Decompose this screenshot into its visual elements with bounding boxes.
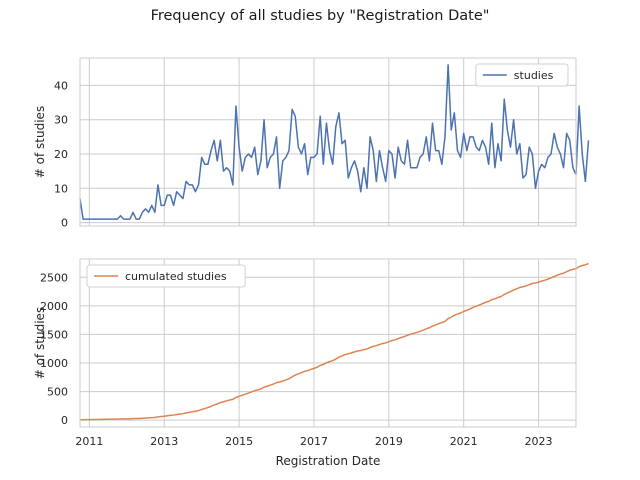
y-axis-label: # of studies bbox=[33, 106, 47, 178]
legend-box bbox=[475, 63, 569, 87]
legend-box bbox=[86, 264, 246, 288]
x-tick-label: 2023 bbox=[525, 435, 553, 448]
series-line-cumulated-studies bbox=[79, 262, 589, 421]
y-tick-label: 0 bbox=[61, 217, 68, 230]
y-tick-label: 0 bbox=[61, 414, 68, 427]
x-tick-label: 2015 bbox=[225, 435, 253, 448]
y-axis-label: # of studies bbox=[33, 307, 47, 379]
y-tick-label: 10 bbox=[54, 182, 68, 195]
plot-frame bbox=[79, 258, 577, 428]
legend: cumulated studies bbox=[86, 264, 246, 288]
y-tick-label: 20 bbox=[54, 148, 68, 161]
x-tick-label: 2021 bbox=[450, 435, 478, 448]
x-tick-label: 2013 bbox=[150, 435, 178, 448]
y-tick-label: 2000 bbox=[40, 300, 68, 313]
x-tick-label: 2017 bbox=[300, 435, 328, 448]
y-tick-label: 40 bbox=[54, 79, 68, 92]
panel-studies: 0 10 20 30 40 # of studies studies bbox=[33, 57, 590, 230]
legend: studies bbox=[475, 63, 569, 87]
y-tick-label: 1000 bbox=[40, 357, 68, 370]
figure-title: Frequency of all studies by "Registratio… bbox=[150, 8, 490, 24]
x-tick-label: 2011 bbox=[75, 435, 103, 448]
x-axis-label: Registration Date bbox=[276, 454, 381, 468]
legend-label: studies bbox=[514, 69, 554, 82]
x-tick-label: 2019 bbox=[375, 435, 403, 448]
y-tick-label: 2500 bbox=[40, 271, 68, 284]
y-tick-label: 1500 bbox=[40, 328, 68, 341]
plot-frame bbox=[79, 57, 577, 227]
y-tick-label: 30 bbox=[54, 114, 68, 127]
y-tick-label: 500 bbox=[47, 386, 68, 399]
panel-cumulated: 0 500 1000 1500 2000 2500 2011 2013 2015 2017 2019… bbox=[33, 258, 589, 448]
legend-label: cumulated studies bbox=[125, 270, 227, 283]
series-line-studies bbox=[79, 64, 590, 220]
